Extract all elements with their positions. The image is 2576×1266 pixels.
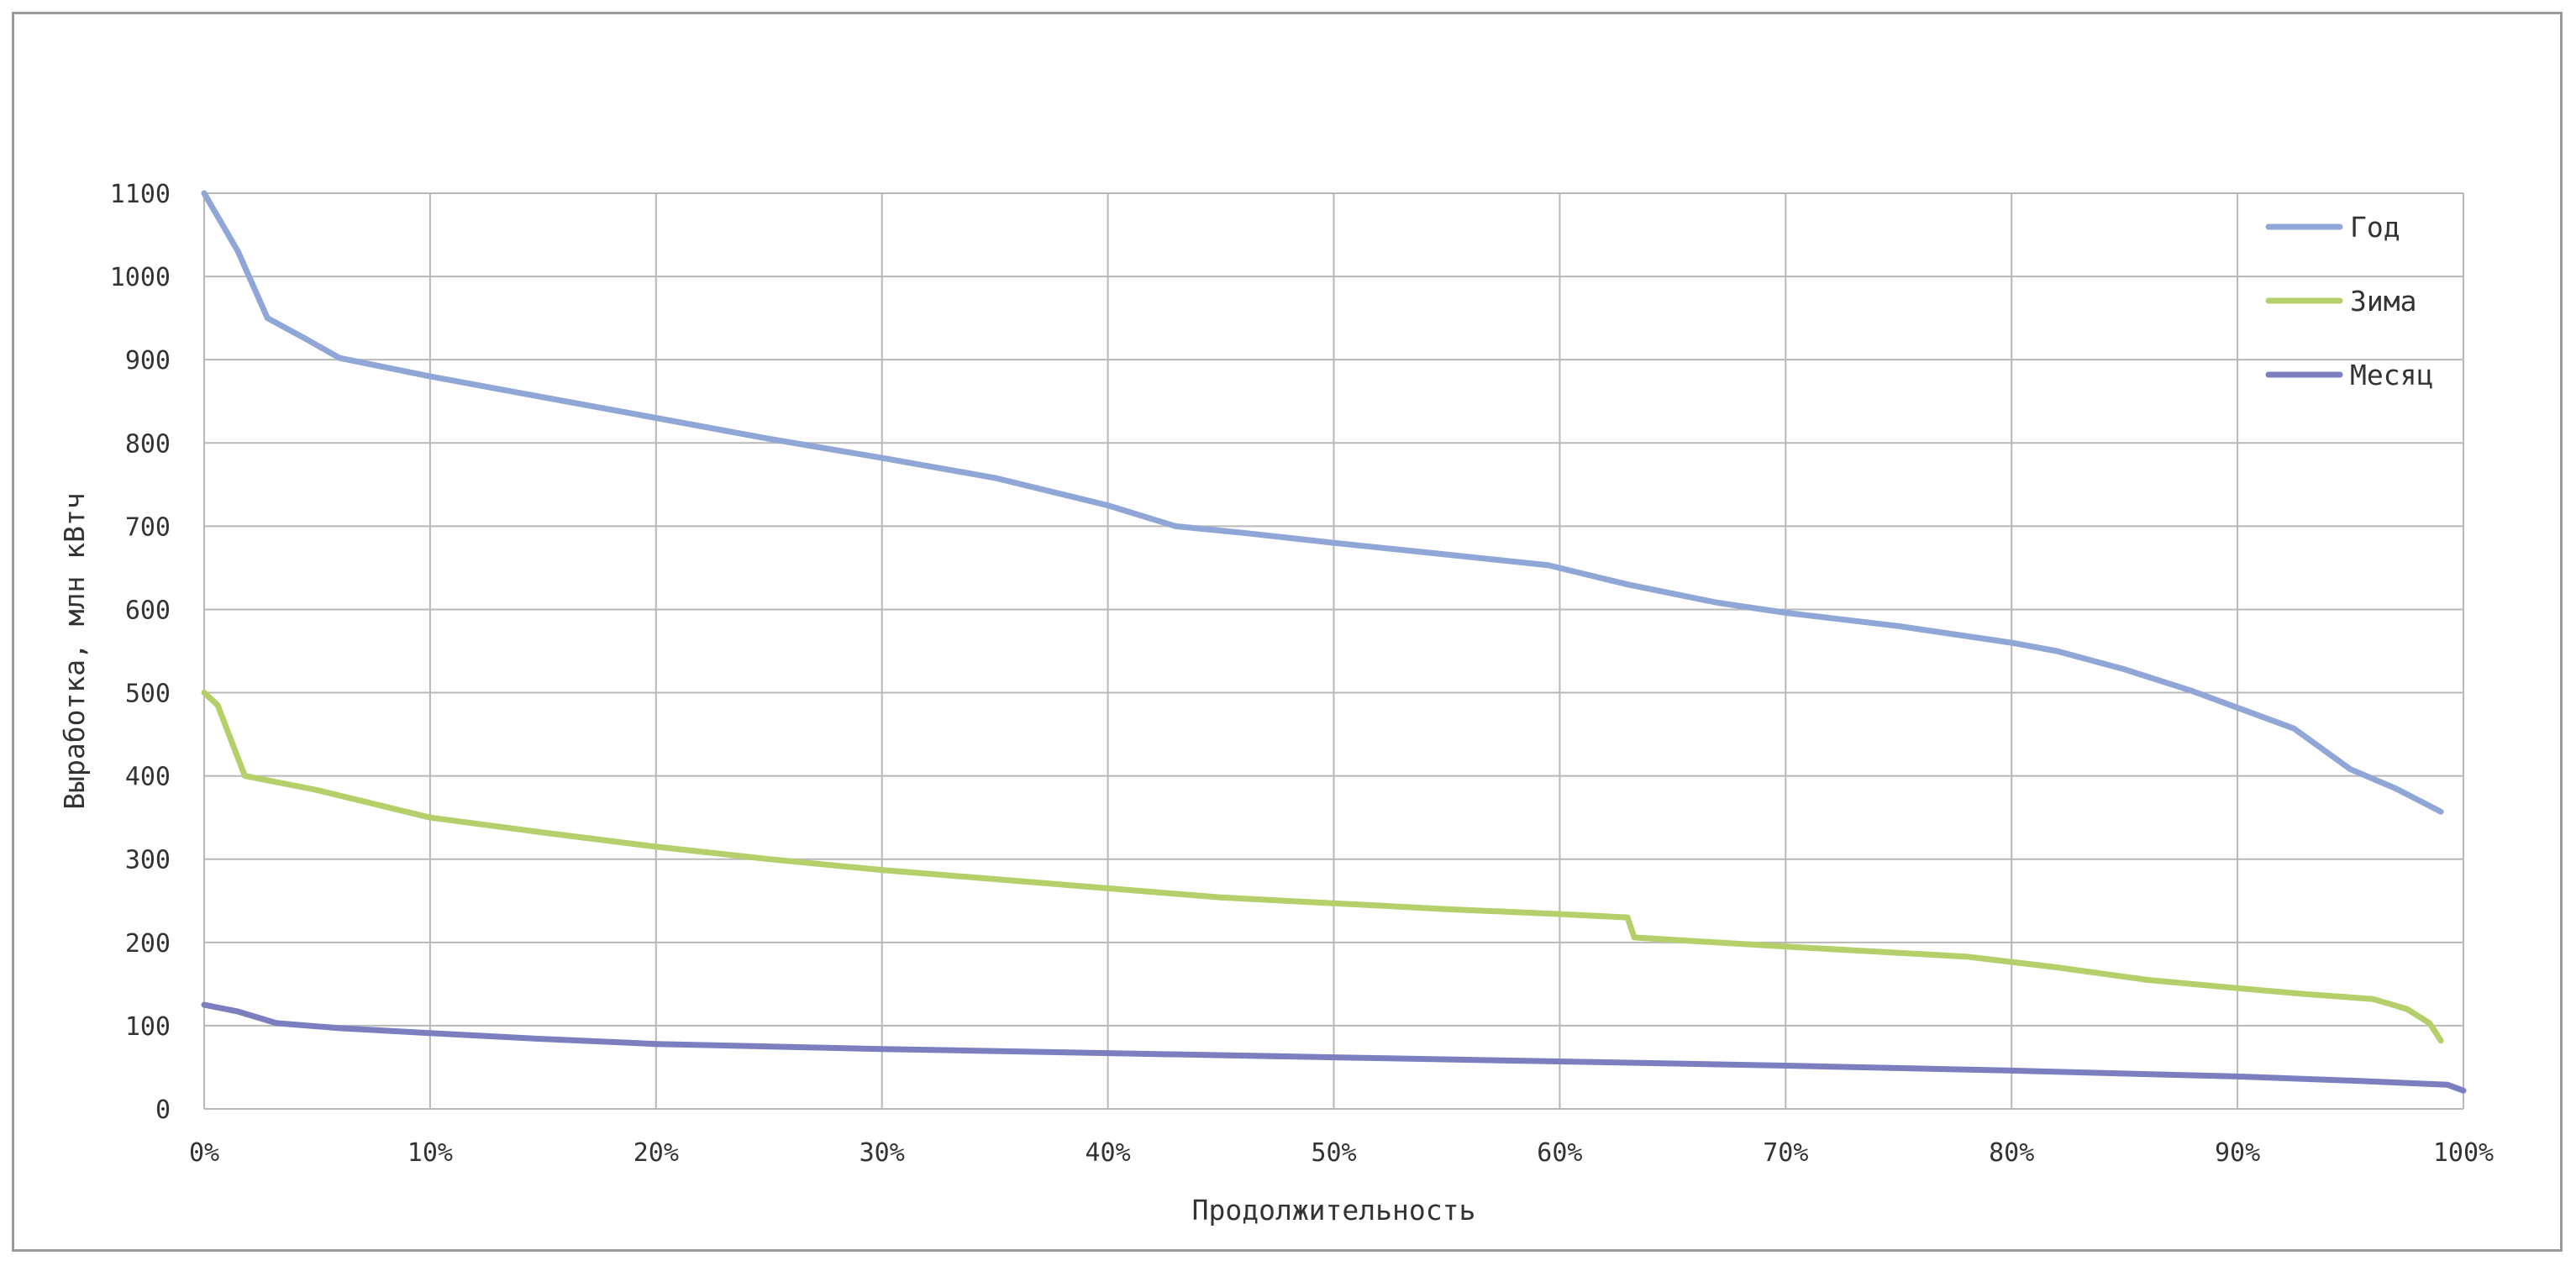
y-tick-label: 300 — [125, 846, 171, 875]
series-line-Зима — [201, 690, 2444, 1044]
series-line-Год — [201, 190, 2444, 815]
y-tick-label: 1000 — [110, 263, 171, 292]
legend-label: Год — [2350, 211, 2400, 244]
y-tick-label: 600 — [125, 596, 171, 625]
y-tick-label: 800 — [125, 429, 171, 459]
x-tick-label: 100% — [2433, 1138, 2494, 1168]
y-tick-label: 500 — [125, 680, 171, 709]
legend-label: Месяц — [2350, 359, 2433, 391]
y-axis-title: Выработка, млн кВтч — [58, 492, 91, 810]
x-tick-labels: 0% 10% 20% 30% 40% 50% 60% 70% 80% 90% 100% — [189, 1138, 2494, 1168]
series-lines — [201, 190, 2467, 1094]
y-tick-label: 100 — [125, 1012, 171, 1042]
y-tick-label: 400 — [125, 763, 171, 792]
y-tick-label: 700 — [125, 512, 171, 542]
x-axis-title: Продолжительность — [1192, 1194, 1476, 1227]
y-tick-label: 200 — [125, 929, 171, 959]
grid — [203, 192, 2464, 1110]
chart-frame — [12, 12, 2563, 1252]
x-tick-label: 60% — [1537, 1138, 1582, 1168]
x-tick-label: 10% — [407, 1138, 453, 1168]
x-tick-label: 70% — [1763, 1138, 1808, 1168]
x-tick-label: 80% — [1989, 1138, 2034, 1168]
x-tick-label: 0% — [189, 1138, 219, 1168]
legend-label: Зима — [2350, 285, 2416, 318]
legend: Год Зима Месяц — [2265, 211, 2433, 391]
series-line-Месяц — [201, 1001, 2467, 1094]
x-tick-label: 40% — [1086, 1138, 1131, 1168]
x-tick-label: 20% — [633, 1138, 679, 1168]
x-tick-label: 50% — [1311, 1138, 1356, 1168]
x-tick-label: 90% — [2215, 1138, 2260, 1168]
x-tick-label: 30% — [860, 1138, 905, 1168]
y-tick-label: 1100 — [110, 180, 171, 209]
y-tick-label: 900 — [125, 346, 171, 376]
y-tick-label: 0 — [155, 1095, 171, 1125]
y-tick-labels: 0 100 200 300 400 500 600 700 800 900 1000 1100 — [110, 180, 171, 1125]
